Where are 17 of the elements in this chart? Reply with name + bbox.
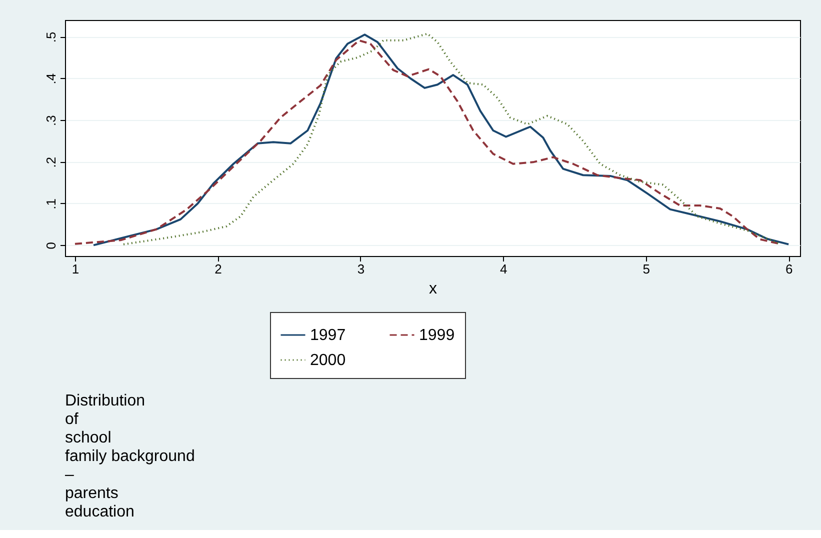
y-tick-label: .5 [44, 32, 58, 43]
x-tick-label: 4 [500, 262, 508, 276]
x-tick-label: 1 [72, 262, 80, 276]
y-tick-label: .2 [44, 156, 58, 168]
legend-label: 1999 [419, 327, 455, 344]
x-axis-title: x [429, 280, 437, 298]
y-tick-label: .3 [44, 115, 58, 126]
y-tick-label: .1 [44, 198, 58, 210]
y-tick-label: 0 [44, 242, 58, 250]
x-tick-label: 3 [357, 262, 365, 276]
y-tick-label: .4 [44, 73, 58, 84]
text: Distribution of school family background – parents education [65, 392, 195, 520]
x-tick-label: 5 [642, 262, 650, 276]
x-tick-label: 6 [785, 262, 793, 276]
legend-label: 1997 [310, 327, 346, 344]
legend-label: 2000 [310, 352, 346, 369]
x-tick-label: 2 [214, 262, 222, 276]
